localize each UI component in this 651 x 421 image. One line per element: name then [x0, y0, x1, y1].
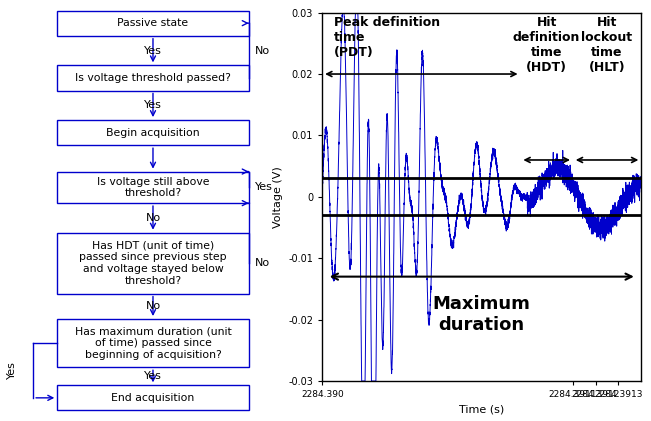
- Text: No: No: [255, 258, 270, 268]
- FancyBboxPatch shape: [57, 385, 249, 410]
- FancyBboxPatch shape: [57, 11, 249, 36]
- Text: Hit
lockout
time
(HLT): Hit lockout time (HLT): [581, 16, 633, 74]
- Text: No: No: [145, 213, 161, 223]
- Text: Yes: Yes: [255, 182, 273, 192]
- X-axis label: Time (s): Time (s): [459, 405, 505, 415]
- Text: Has maximum duration (unit
of time) passed since
beginning of acquisition?: Has maximum duration (unit of time) pass…: [75, 327, 231, 360]
- Text: No: No: [145, 301, 161, 311]
- Text: Is voltage threshold passed?: Is voltage threshold passed?: [75, 73, 231, 83]
- Text: Has HDT (unit of time)
passed since previous step
and voltage stayed below
thres: Has HDT (unit of time) passed since prev…: [79, 241, 227, 285]
- Text: Yes: Yes: [144, 371, 162, 381]
- FancyBboxPatch shape: [57, 120, 249, 145]
- Text: Yes: Yes: [144, 45, 162, 56]
- Text: Hit
definition
time
(HDT): Hit definition time (HDT): [513, 16, 580, 74]
- Y-axis label: Voltage (V): Voltage (V): [273, 166, 283, 228]
- Text: Peak definition
time
(PDT): Peak definition time (PDT): [334, 16, 440, 59]
- FancyBboxPatch shape: [57, 65, 249, 91]
- FancyBboxPatch shape: [57, 319, 249, 367]
- Text: Yes: Yes: [7, 362, 17, 379]
- FancyBboxPatch shape: [57, 171, 249, 203]
- Text: Begin acquisition: Begin acquisition: [106, 128, 200, 138]
- Text: Passive state: Passive state: [117, 18, 189, 28]
- FancyBboxPatch shape: [57, 232, 249, 294]
- Text: Yes: Yes: [144, 100, 162, 110]
- Text: No: No: [255, 45, 270, 56]
- Text: End acquisition: End acquisition: [111, 393, 195, 403]
- Text: Is voltage still above
threshold?: Is voltage still above threshold?: [97, 176, 209, 198]
- Text: Maximum
duration: Maximum duration: [433, 295, 531, 334]
